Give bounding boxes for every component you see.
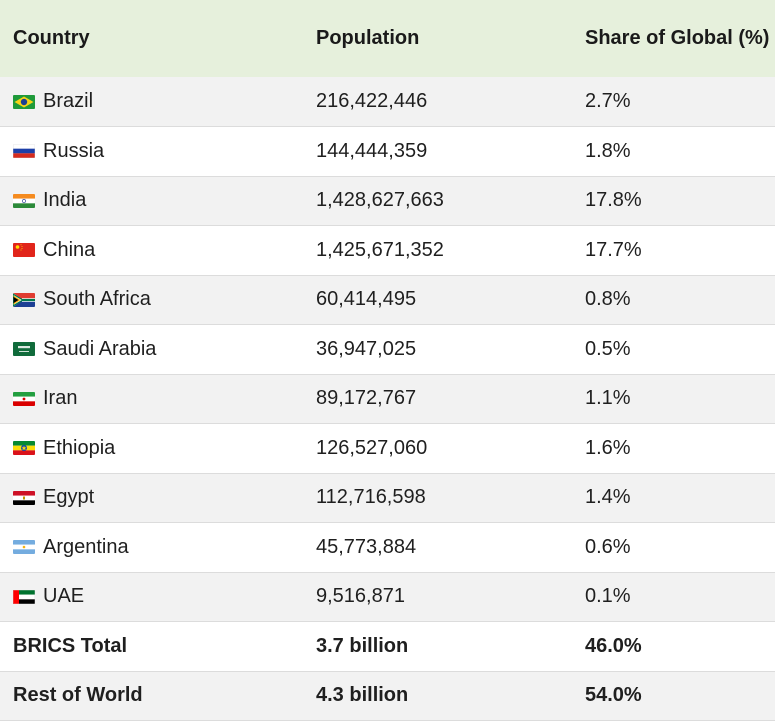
table-row: South Africa 60,414,495 0.8%: [0, 275, 775, 325]
share-cell: 0.1%: [585, 585, 631, 608]
share-cell: 1.6%: [585, 436, 631, 459]
table-row: Brazil 216,422,446 2.7%: [0, 77, 775, 127]
table-row: Russia 144,444,359 1.8%: [0, 126, 775, 177]
population-cell: 216,422,446: [316, 90, 428, 112]
country-cell: Brazil: [0, 77, 303, 127]
population-cell: 45,773,884: [316, 535, 417, 558]
south-africa-flag-icon: [13, 292, 35, 307]
country-cell: Saudi Arabia: [0, 325, 303, 375]
table-header: Country Population Share of Global (%): [0, 0, 775, 77]
header-row: Country Population Share of Global (%): [0, 0, 775, 77]
table-row: Saudi Arabia 36,947,025 0.5%: [0, 324, 775, 375]
total-share: 46.0%: [585, 634, 642, 657]
country-name: Ethiopia: [43, 436, 116, 459]
share-cell: 0.6%: [585, 535, 631, 558]
india-flag-icon: [13, 193, 35, 208]
country-name: South Africa: [43, 288, 151, 311]
argentina-flag-icon: [13, 540, 35, 555]
country-cell: UAE: [0, 572, 303, 622]
country-cell: Egypt: [0, 473, 303, 523]
share-cell: 17.8%: [585, 189, 642, 212]
country-name: India: [43, 189, 87, 212]
country-cell: South Africa: [0, 275, 303, 325]
population-cell: 144,444,359: [316, 139, 428, 162]
total-population: 3.7 billion: [316, 634, 409, 657]
country-cell: India: [0, 176, 303, 226]
table-row: China 1,425,671,352 17.7%: [0, 225, 775, 276]
table-row: Iran 89,172,767 1.1%: [0, 374, 775, 424]
table-row: Ethiopia 126,527,060 1.6%: [0, 423, 775, 474]
population-cell: 112,716,598: [316, 486, 426, 509]
russia-flag-icon: [13, 144, 35, 159]
population-cell: 1,428,627,663: [316, 189, 444, 212]
table-row: Egypt 112,716,598 1.4%: [0, 473, 775, 523]
share-cell: 17.7%: [585, 238, 642, 261]
country-name: Brazil: [43, 90, 94, 112]
total-population: 4.3 billion: [316, 684, 409, 707]
country-name: Argentina: [43, 535, 129, 558]
share-cell: 2.7%: [585, 90, 631, 112]
brazil-flag-icon: [13, 94, 35, 109]
country-cell: Iran: [0, 374, 303, 424]
population-cell: 1,425,671,352: [316, 238, 444, 261]
china-flag-icon: [13, 243, 35, 258]
country-name: Russia: [43, 139, 105, 162]
saudi-arabia-flag-icon: [13, 342, 35, 357]
table-row: Argentina 45,773,884 0.6%: [0, 522, 775, 573]
share-cell: 1.8%: [585, 139, 631, 162]
ethiopia-flag-icon: [13, 441, 35, 456]
table-body: Brazil 216,422,446 2.7% Russia 144,444,3…: [0, 77, 775, 721]
share-cell: 0.8%: [585, 288, 631, 311]
table-row: UAE 9,516,871 0.1%: [0, 572, 775, 622]
total-share: 54.0%: [585, 684, 642, 707]
country-cell: Russia: [0, 127, 303, 177]
iran-flag-icon: [13, 391, 35, 406]
total-row: Rest of World 4.3 billion 54.0%: [0, 671, 775, 721]
total-label: BRICS Total: [13, 634, 128, 657]
share-cell: 1.4%: [585, 486, 631, 509]
population-cell: 60,414,495: [316, 288, 417, 311]
egypt-flag-icon: [13, 490, 35, 505]
total-row: BRICS Total 3.7 billion 46.0%: [0, 621, 775, 671]
population-cell: 9,516,871: [316, 585, 405, 608]
country-name: UAE: [43, 585, 85, 608]
share-cell: 1.1%: [585, 387, 631, 410]
country-name: Egypt: [43, 486, 95, 509]
country-name: Iran: [43, 387, 78, 410]
country-name: China: [43, 238, 96, 261]
country-name: Saudi Arabia: [43, 337, 157, 360]
country-cell: Argentina: [0, 523, 303, 573]
population-cell: 36,947,025: [316, 337, 417, 360]
header-share: Share of Global (%): [585, 27, 770, 49]
table-row: India 1,428,627,663 17.8%: [0, 176, 775, 226]
population-cell: 126,527,060: [316, 436, 428, 459]
share-cell: 0.5%: [585, 337, 631, 360]
header-population: Population: [316, 27, 420, 49]
country-cell: China: [0, 226, 303, 276]
uae-flag-icon: [13, 589, 35, 604]
header-country: Country: [13, 27, 90, 49]
country-cell: Ethiopia: [0, 424, 303, 474]
population-cell: 89,172,767: [316, 387, 417, 410]
total-label: Rest of World: [13, 684, 143, 707]
